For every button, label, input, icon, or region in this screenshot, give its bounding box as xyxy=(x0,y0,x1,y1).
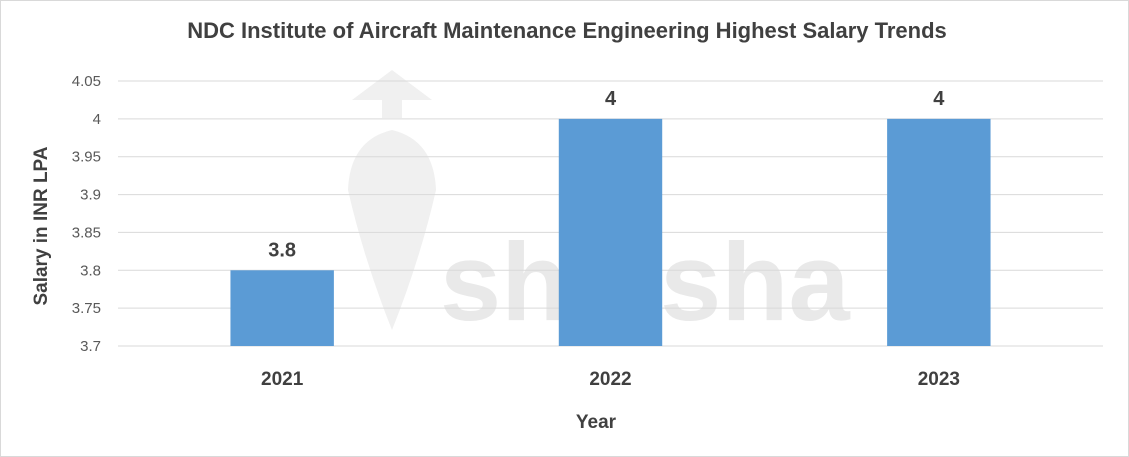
bar-2022 xyxy=(558,118,663,346)
y-axis-ticks: 3.7 3.75 3.8 3.85 3.9 3.95 4 4.05 xyxy=(72,73,101,355)
y-tick-label: 4 xyxy=(93,111,101,128)
y-axis-label: Salary in INR LPA xyxy=(31,146,52,305)
data-label-2021: 3.8 xyxy=(268,239,296,261)
y-tick-label: 3.85 xyxy=(72,224,101,241)
x-tick-2021: 2021 xyxy=(261,369,304,390)
y-tick-label: 3.75 xyxy=(72,300,101,317)
x-axis-label: Year xyxy=(576,412,617,433)
bar-2021 xyxy=(230,270,334,346)
chart-title: NDC Institute of Aircraft Maintenance En… xyxy=(187,18,947,43)
y-tick-label: 3.9 xyxy=(80,187,101,204)
x-tick-2022: 2022 xyxy=(589,369,631,390)
x-axis-ticks: 2021 2022 2023 xyxy=(261,369,960,390)
y-tick-label: 3.7 xyxy=(80,338,101,355)
bar-2023 xyxy=(887,118,991,346)
y-tick-label: 4.05 xyxy=(72,73,101,90)
data-label-2022: 4 xyxy=(605,88,617,110)
data-label-2023: 4 xyxy=(933,88,945,110)
x-tick-2023: 2023 xyxy=(918,369,960,390)
bars xyxy=(230,118,991,346)
graduation-cap-icon xyxy=(348,70,436,330)
data-labels: 3.8 4 4 xyxy=(268,88,945,261)
y-tick-label: 3.95 xyxy=(72,149,101,166)
y-tick-label: 3.8 xyxy=(80,262,101,279)
